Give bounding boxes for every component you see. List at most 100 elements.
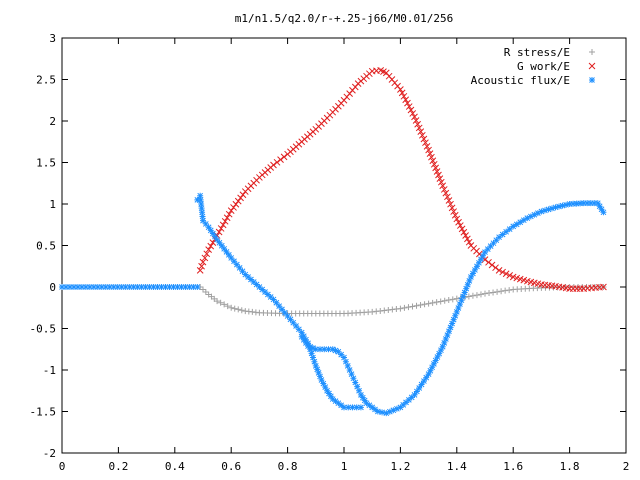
data-point [312,362,319,369]
data-point [166,284,173,290]
data-point [307,346,314,353]
data-point [397,305,404,312]
data-point [416,384,423,391]
data-point [405,304,412,311]
series-r-stress-e [197,284,607,317]
data-point [86,284,93,290]
data-point [401,304,408,311]
data-point [447,324,454,331]
legend-marker [588,62,596,70]
data-point [455,218,462,226]
data-point [411,391,418,398]
data-point [324,387,331,394]
data-point [242,271,249,278]
data-point [429,299,436,306]
data-point [469,270,476,277]
data-point [499,231,506,238]
data-point [300,336,307,343]
data-point [186,284,193,290]
data-point [433,168,441,175]
data-point [74,284,81,290]
data-point [94,284,101,290]
data-point [262,288,269,295]
data-point [218,242,225,249]
data-point [325,390,332,397]
data-point [413,388,420,395]
data-point [142,284,149,290]
legend-label: R stress/E [504,46,570,59]
x-tick-label: 1.2 [390,460,410,473]
data-point [298,329,305,336]
y-tick-label: 2 [49,115,56,128]
data-point [284,313,291,320]
data-point [383,410,390,417]
data-point [322,384,329,391]
data-point [235,306,242,313]
data-point [348,371,355,378]
y-tick-label: -0.5 [30,323,57,336]
data-point [217,299,224,306]
data-point [418,381,425,388]
data-point [600,283,607,291]
chart-title: m1/n1.5/q2.0/r-+.25-j66/M0.01/256 [235,12,454,25]
data-point [300,333,307,340]
data-point [409,303,416,310]
data-point [466,277,473,284]
data-point [445,297,452,304]
y-tick-label: -1.5 [30,406,57,419]
data-point [452,312,459,319]
data-point [354,383,361,390]
data-point [541,207,548,214]
x-tick-label: 2 [623,460,630,473]
data-point [273,299,280,306]
data-point [118,284,125,290]
data-point [471,266,478,273]
data-point [484,246,491,253]
data-point [420,135,428,143]
x-tick-label: 1 [341,460,348,473]
data-point [66,284,73,290]
data-point [231,305,238,312]
data-point [429,364,436,371]
data-point [233,261,240,268]
data-point [591,200,598,207]
data-point [236,264,243,271]
data-point [162,284,169,290]
y-tick-label: 3 [49,32,56,45]
data-point [403,399,410,406]
data-point [182,284,189,290]
data-point [205,224,212,231]
data-point [503,228,510,235]
x-tick-label: 0.4 [165,460,185,473]
data-point [425,300,432,307]
data-point [482,249,488,256]
data-point [587,200,594,207]
data-point [232,200,240,208]
data-point [363,400,370,407]
data-point [338,351,345,358]
data-point [397,404,404,411]
data-point [309,345,316,352]
data-point [534,210,541,217]
data-point [372,406,379,413]
data-point [412,117,420,124]
data-point [267,293,274,300]
data-point [409,110,417,117]
data-point [122,284,129,290]
data-point [207,242,215,250]
legend-marker-symbol [588,62,596,70]
data-point [302,340,309,347]
data-point [238,307,245,314]
data-point [194,284,201,290]
data-point [594,200,601,207]
data-point [488,261,496,269]
data-point [209,239,217,246]
data-point [281,309,288,316]
data-point [209,230,216,237]
y-tick-label: 1.5 [36,157,56,170]
data-point [253,281,260,288]
data-point [146,284,153,290]
data-point [444,332,451,339]
